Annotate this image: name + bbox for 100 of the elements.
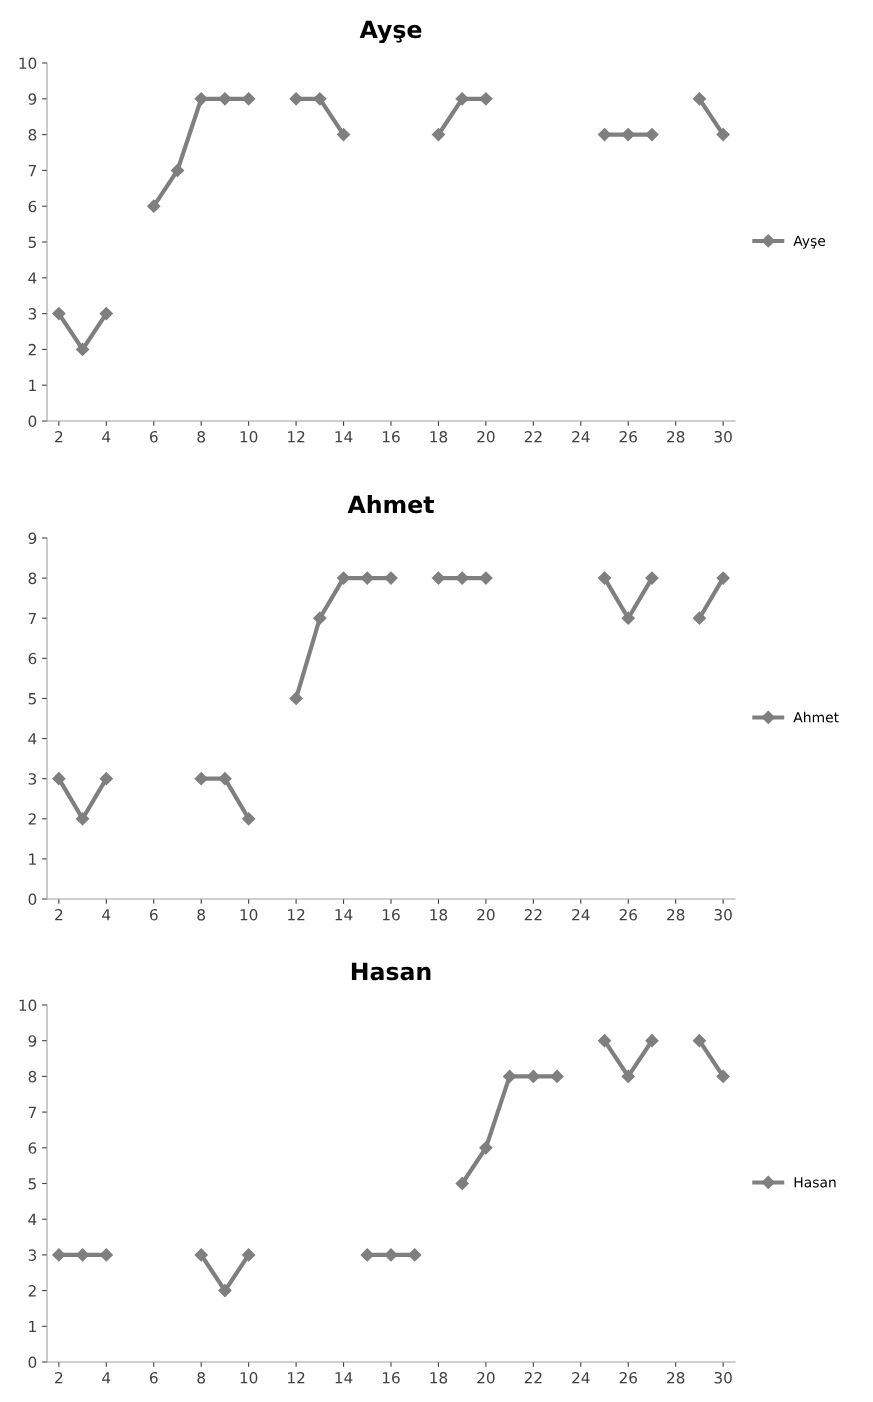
x-tick-label: 2 <box>55 1371 63 1384</box>
y-tick-label: 5 <box>28 693 36 705</box>
point <box>408 1248 422 1262</box>
point <box>645 128 659 142</box>
x-tick-label: 18 <box>430 1371 448 1384</box>
x-tick-label: 28 <box>667 908 685 921</box>
y-tick-label: 7 <box>28 165 36 177</box>
point <box>621 1069 635 1083</box>
x-tick-label: 26 <box>619 430 637 443</box>
y-tick-label: 8 <box>28 1070 37 1083</box>
point <box>645 571 659 585</box>
y-tick-label: 1 <box>29 853 36 865</box>
point <box>194 772 208 786</box>
point <box>716 128 730 142</box>
point <box>313 611 327 625</box>
x-tick-label: 12 <box>288 430 305 443</box>
x-tick-label: 24 <box>572 430 590 443</box>
point <box>52 1248 66 1262</box>
x-tick-label: 22 <box>524 430 542 443</box>
point <box>431 128 446 142</box>
point <box>455 571 469 585</box>
point <box>242 1248 256 1262</box>
y-tick-label: 7 <box>28 1106 36 1118</box>
point <box>597 1034 612 1048</box>
point <box>336 571 351 585</box>
x-tick-label: 20 <box>477 1371 495 1384</box>
x-tick-label: 12 <box>288 1371 305 1384</box>
x-tick-label: 6 <box>149 430 158 443</box>
x-tick-label: 16 <box>382 1371 400 1384</box>
x-tick-label: 2 <box>55 908 63 921</box>
point <box>218 92 232 106</box>
y-tick-label: 4 <box>28 272 37 284</box>
point <box>384 1248 398 1262</box>
legend-label: Hasan <box>794 1177 836 1188</box>
y-tick-label: 0 <box>28 893 37 906</box>
point <box>716 1069 730 1083</box>
x-tick-label: 4 <box>102 431 111 443</box>
point <box>692 1034 707 1048</box>
x-tick-label: 20 <box>477 430 495 443</box>
point <box>218 772 232 786</box>
point <box>360 1248 374 1262</box>
x-tick-label: 28 <box>667 1371 685 1384</box>
chart-title: Ahmet <box>347 495 434 514</box>
y-tick-label: 4 <box>28 1213 37 1225</box>
point <box>242 812 256 826</box>
y-tick-label: 9 <box>28 1035 37 1047</box>
x-tick-label: 16 <box>382 908 400 921</box>
point <box>384 571 398 585</box>
point <box>526 1069 540 1083</box>
x-tick-label: 2 <box>55 430 63 443</box>
point <box>289 691 303 706</box>
y-tick-label: 9 <box>28 93 37 105</box>
y-tick-label: 2 <box>28 813 36 825</box>
x-tick-label: 8 <box>197 1371 206 1384</box>
y-tick-label: 8 <box>28 572 37 585</box>
x-tick-label: 14 <box>335 909 353 921</box>
point <box>716 571 730 585</box>
point <box>194 1248 208 1262</box>
y-tick-label: 1 <box>29 1320 36 1333</box>
x-tick-label: 30 <box>714 1371 732 1384</box>
point <box>313 92 327 106</box>
point <box>692 92 707 106</box>
y-tick-label: 6 <box>28 652 37 665</box>
x-tick-label: 6 <box>149 908 158 921</box>
x-tick-label: 26 <box>619 908 637 921</box>
y-tick-label: 2 <box>28 343 36 356</box>
point <box>431 571 446 585</box>
point <box>99 1248 113 1262</box>
y-tick-label: 10 <box>19 57 37 70</box>
point <box>52 772 66 786</box>
x-tick-label: 26 <box>619 1371 637 1384</box>
x-tick-label: 10 <box>240 1371 258 1384</box>
x-tick-label: 4 <box>102 1372 111 1384</box>
x-tick-label: 4 <box>102 909 111 921</box>
point <box>479 1141 493 1155</box>
point <box>147 199 161 213</box>
x-tick-label: 30 <box>714 908 732 921</box>
point <box>218 1284 232 1298</box>
point <box>692 611 707 625</box>
y-tick-label: 5 <box>28 1178 36 1190</box>
x-tick-label: 20 <box>477 908 495 921</box>
point <box>455 1176 469 1191</box>
point <box>550 1069 564 1083</box>
x-tick-label: 14 <box>335 1372 353 1384</box>
point <box>52 307 66 321</box>
x-tick-label: 10 <box>240 908 258 921</box>
point <box>455 92 469 106</box>
chart-title: Ayşe <box>359 20 422 44</box>
legend-label: Ahmet <box>793 711 839 723</box>
point <box>621 611 635 625</box>
y-tick-label: 4 <box>28 733 37 745</box>
x-tick-label: 8 <box>197 908 206 921</box>
point <box>479 571 493 585</box>
x-tick-label: 28 <box>667 430 685 443</box>
point <box>479 92 493 106</box>
y-tick-label: 3 <box>28 308 37 320</box>
x-tick-label: 22 <box>524 1371 542 1384</box>
x-tick-label: 6 <box>149 1371 158 1384</box>
y-tick-label: 2 <box>28 1285 36 1297</box>
legend-label: Ayşe <box>793 235 826 249</box>
